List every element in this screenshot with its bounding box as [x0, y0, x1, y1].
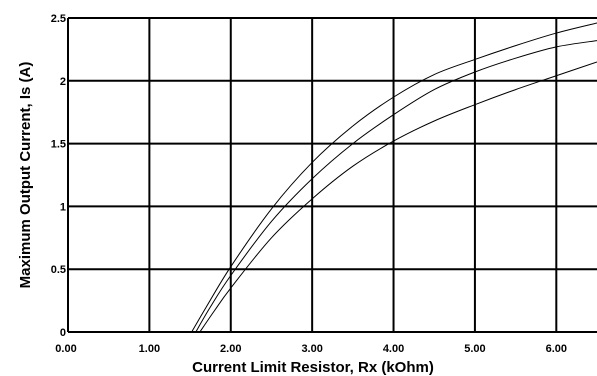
tick-labels: 0.00 1.00 2.00 3.00 4.00 5.00 6.00 0 0.5 1 1.5 2 2.5	[51, 13, 567, 355]
x-axis-title: Current Limit Resistor, Rx (kOhm)	[192, 359, 434, 376]
series-line-3	[199, 61, 597, 333]
x-tick-label: 5.00	[464, 343, 485, 355]
y-tick-label: 2.5	[51, 13, 66, 25]
y-axis-title: Maximum Output Current, Is (A)	[17, 62, 34, 289]
y-tick-label: 1	[60, 201, 66, 213]
y-tick-label: 2	[60, 76, 66, 88]
x-tick-label: 4.00	[383, 343, 404, 355]
x-tick-label: 2.00	[220, 343, 241, 355]
series-group	[191, 22, 597, 333]
x-tick-label: 6.00	[546, 343, 567, 355]
x-tick-label: 0.00	[55, 343, 76, 355]
y-tick-label: 0.5	[51, 264, 66, 276]
x-tick-label: 1.00	[139, 343, 160, 355]
series-line-2	[195, 40, 597, 333]
y-tick-label: 0	[60, 327, 66, 339]
series-line-1	[191, 22, 597, 333]
y-tick-label: 1.5	[51, 139, 66, 151]
grid	[67, 17, 597, 333]
x-tick-label: 3.00	[301, 343, 322, 355]
